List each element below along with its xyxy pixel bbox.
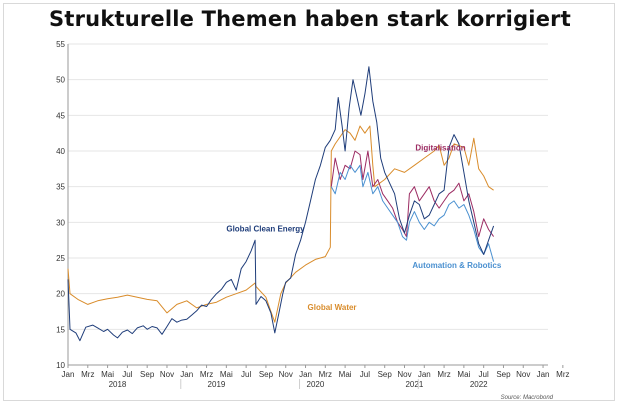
x-tick-label: Mrz xyxy=(437,370,450,379)
x-tick-label: Jul xyxy=(241,370,251,379)
y-tick-label: 55 xyxy=(56,40,65,49)
x-tick-label: Jan xyxy=(299,370,312,379)
x-tick-label: Jul xyxy=(360,370,370,379)
y-tick-label: 45 xyxy=(56,111,65,120)
year-label: 2020 xyxy=(307,380,325,389)
x-tick-label: Mrz xyxy=(319,370,332,379)
y-tick-label: 25 xyxy=(56,254,65,263)
x-tick-label: Sep xyxy=(259,370,274,379)
y-tick-label: 20 xyxy=(56,290,65,299)
y-tick-label: 35 xyxy=(56,183,65,192)
x-tick-label: Sep xyxy=(496,370,511,379)
chart-title: Strukturelle Themen haben stark korrigie… xyxy=(49,7,571,31)
series-line-automation-robotics xyxy=(330,164,495,262)
series-line-global-clean-energy xyxy=(67,66,495,342)
x-tick-label: Nov xyxy=(397,370,411,379)
x-tick-label: Sep xyxy=(140,370,155,379)
x-tick-label: Nov xyxy=(516,370,530,379)
x-tick-label: Jan xyxy=(62,370,75,379)
x-tick-label: Jul xyxy=(122,370,132,379)
source-note: Source: Macrobond xyxy=(501,395,554,401)
x-tick-label: Mrz xyxy=(556,370,569,379)
x-tick-label: Mrz xyxy=(200,370,213,379)
x-tick-label: Jan xyxy=(180,370,193,379)
series-label-digitalisation: Digitalisation xyxy=(415,143,465,152)
x-tick-label: Mrz xyxy=(81,370,94,379)
chart-frame xyxy=(3,3,615,401)
y-tick-label: 40 xyxy=(56,147,65,156)
x-tick-label: Nov xyxy=(160,370,174,379)
series-line-global-water xyxy=(67,125,494,323)
x-tick-label: Mai xyxy=(220,370,233,379)
series-line-digitalisation xyxy=(330,150,495,238)
x-tick-label: Mai xyxy=(101,370,114,379)
x-tick-label: Mai xyxy=(339,370,352,379)
x-tick-label: Mai xyxy=(457,370,470,379)
y-tick-label: 50 xyxy=(56,76,65,85)
y-tick-label: 15 xyxy=(56,325,65,334)
year-label: 2022 xyxy=(470,380,488,389)
x-tick-label: Jan xyxy=(418,370,431,379)
series-label-global-clean-energy: Global Clean Energy xyxy=(226,225,305,234)
year-label: 2018 xyxy=(109,380,127,389)
series-label-global-water: Global Water xyxy=(308,303,357,312)
year-label: 2019 xyxy=(208,380,226,389)
y-tick-label: 10 xyxy=(56,361,65,370)
x-tick-label: Sep xyxy=(378,370,393,379)
year-label: 2021 xyxy=(405,380,423,389)
y-tick-label: 30 xyxy=(56,218,65,227)
series-label-automation-robotics: Automation & Robotics xyxy=(412,261,501,270)
x-tick-label: Nov xyxy=(279,370,293,379)
x-tick-label: Jan xyxy=(537,370,550,379)
x-tick-label: Jul xyxy=(479,370,489,379)
